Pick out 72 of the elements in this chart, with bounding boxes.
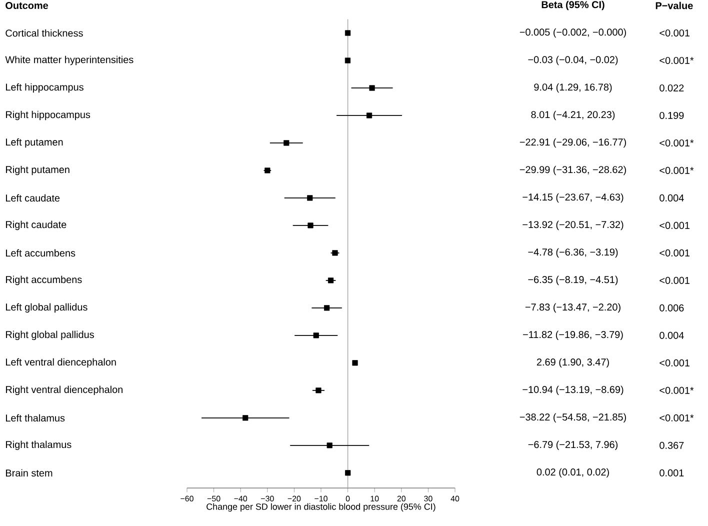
point xyxy=(308,222,314,228)
text: <0.001* xyxy=(660,414,694,422)
y-tick-label: Right accumbens xyxy=(6,276,82,286)
text: <0.001* xyxy=(660,139,694,146)
text: −0.03 (−0.04, −0.02) xyxy=(528,56,618,66)
y-tick-label: Left hippocampus xyxy=(6,83,84,93)
text: −29.99 (−31.36, −28.62) xyxy=(520,166,626,176)
text: <0.001* xyxy=(660,56,694,64)
text: <0.001 xyxy=(660,29,690,37)
text: 0.199 xyxy=(660,112,684,119)
y-tick-label: Right caudate xyxy=(6,220,66,230)
y-tick-label: Left putamen xyxy=(6,138,63,148)
text: −6.35 (−8.19, −4.51) xyxy=(528,276,618,286)
y-tick-label: Right ventral diencephalon xyxy=(6,386,122,396)
point xyxy=(316,388,322,394)
text: −22.91 (−29.06, −16.77) xyxy=(520,138,626,148)
text: 8.01 (−4.21, 20.23) xyxy=(531,110,615,120)
point xyxy=(284,140,290,146)
text: 0.367 xyxy=(660,442,684,449)
point xyxy=(369,85,375,91)
point xyxy=(324,305,330,311)
text: <0.001* xyxy=(660,386,694,394)
point xyxy=(242,415,248,421)
text: <0.001 xyxy=(660,359,690,366)
point xyxy=(332,250,338,256)
text: <0.001 xyxy=(660,222,690,229)
point xyxy=(328,278,334,284)
y-tick-label: Right hippocampus xyxy=(6,110,90,120)
text: −38.22 (−54.58, −21.85) xyxy=(520,413,626,423)
x-axis-title: Change per SD lower in diastolic blood pressure (95% CI) xyxy=(206,503,436,512)
y-tick-label: Left caudate xyxy=(6,194,60,202)
y-tick-label: Left thalamus xyxy=(6,414,65,422)
point xyxy=(344,58,351,64)
text: −13.92 (−20.51, −7.32) xyxy=(522,220,624,230)
text: Beta (95% CI) xyxy=(542,0,604,10)
y-tick-label: Left global pallidus xyxy=(6,303,88,313)
y-tick-label: Right thalamus xyxy=(6,440,72,450)
text: −11.82 (−19.86, −3.79) xyxy=(523,330,623,340)
y-axis-title: Outcome xyxy=(6,2,48,10)
text: 0.001 xyxy=(660,469,684,476)
text: −14.15 (−23.67, −4.63) xyxy=(522,193,624,203)
text: −6.79 (−21.53, 7.96) xyxy=(528,440,618,450)
point xyxy=(366,112,372,118)
text: 0.022 xyxy=(660,84,684,92)
text: P−value xyxy=(656,2,693,10)
y-tick-label: Cortical thickness xyxy=(6,29,83,37)
point xyxy=(345,470,351,476)
y-tick-label: Left ventral diencephalon xyxy=(6,358,116,368)
text: 2.69 (1.90, 3.47) xyxy=(536,358,609,368)
text: 0.02 (0.01, 0.02) xyxy=(536,468,609,478)
text: −4.78 (−6.36, −3.19) xyxy=(528,248,618,258)
text: <0.001 xyxy=(660,249,690,256)
point xyxy=(326,442,332,448)
text: −0.005 (−0.002, −0.000) xyxy=(520,28,626,38)
text: <0.001 xyxy=(660,276,690,284)
text: 0.004 xyxy=(660,332,684,339)
y-tick-label: White matter hyperintensities xyxy=(5,56,134,66)
y-tick-label: Right putamen xyxy=(6,166,70,176)
text: 0.004 xyxy=(660,194,684,202)
text: 0.006 xyxy=(660,304,684,312)
text: <0.001* xyxy=(660,166,694,174)
y-tick-label: Right global pallidus xyxy=(6,330,94,340)
text: −7.83 (−13.47, −2.20) xyxy=(525,303,620,313)
y-tick-label: Left accumbens xyxy=(6,249,76,257)
point xyxy=(307,195,313,201)
text: 9.04 (1.29, 16.78) xyxy=(534,83,612,93)
point xyxy=(352,360,358,366)
point xyxy=(313,332,319,338)
text: −10.94 (−13.19, −8.69) xyxy=(522,386,624,396)
point xyxy=(264,168,270,174)
point xyxy=(344,30,351,36)
y-tick-label: Brain stem xyxy=(6,469,52,477)
